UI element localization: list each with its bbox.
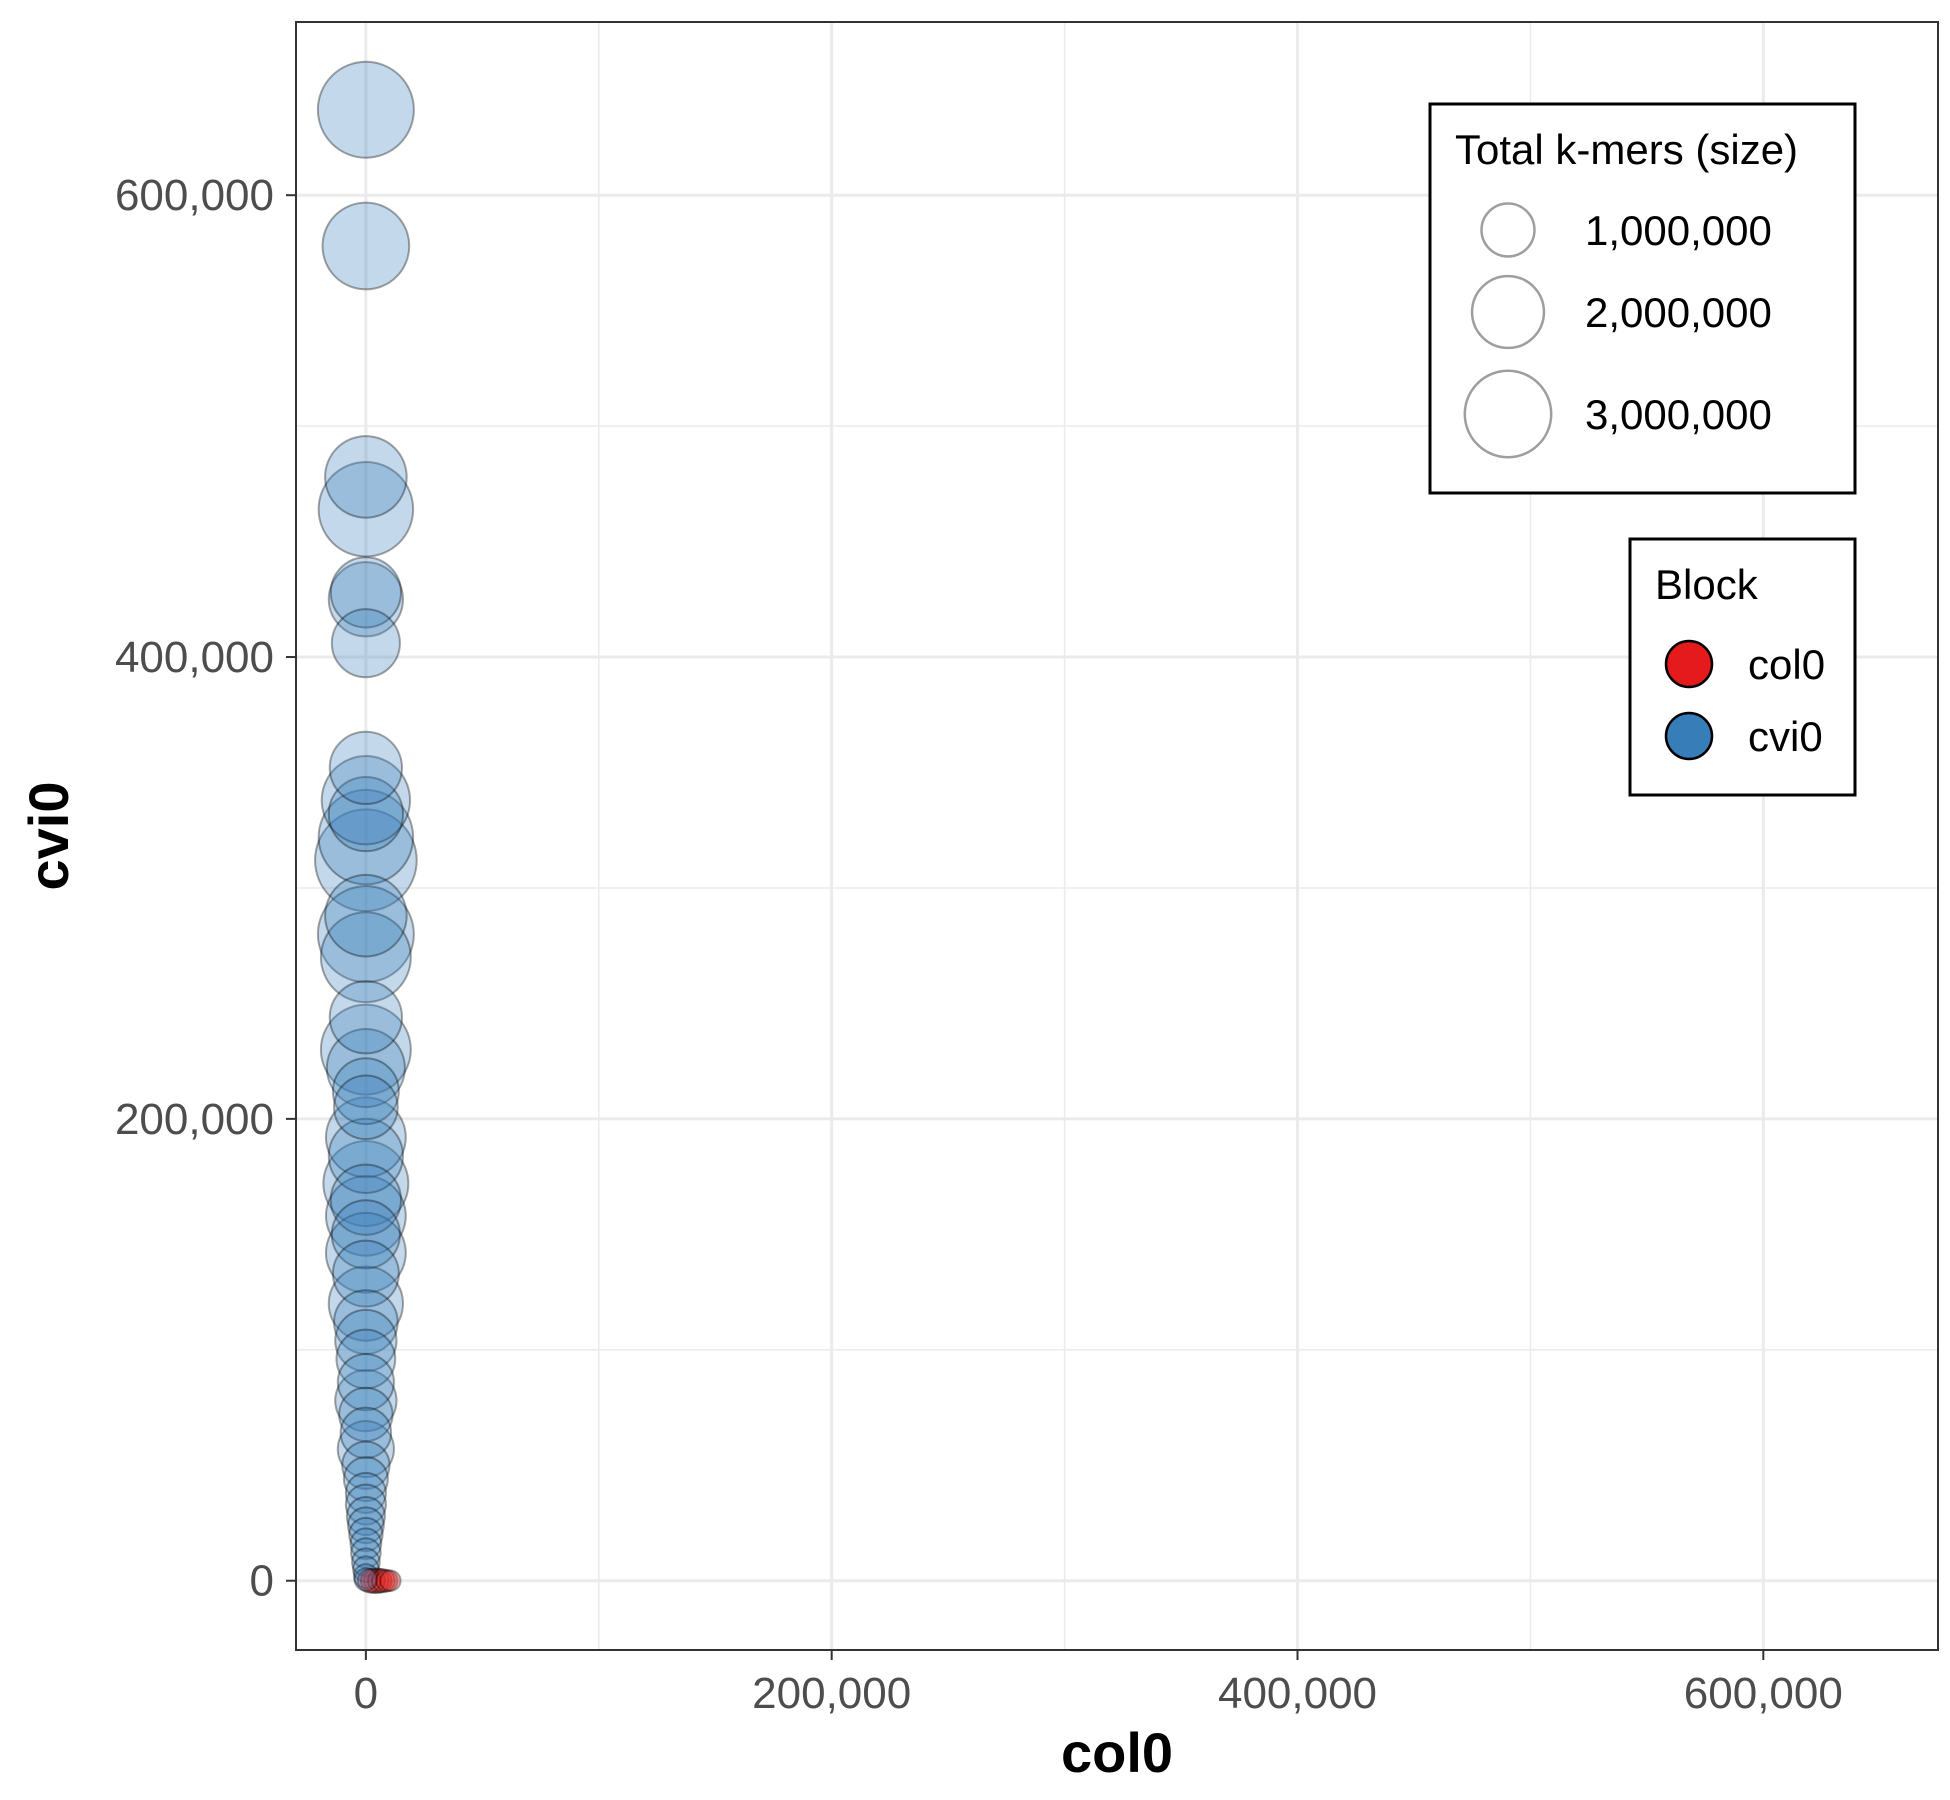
size-legend-box <box>1428 102 1857 495</box>
color-legend-key-cvi0 <box>1664 711 1714 761</box>
point-cvi0 <box>324 873 408 958</box>
y-tick-label: 200,000 <box>115 1095 274 1144</box>
point-cvi0 <box>327 775 404 853</box>
x-tick-label: 0 <box>354 1669 378 1718</box>
color-legend-key-col0 <box>1664 639 1714 689</box>
point-cvi0 <box>336 1353 395 1412</box>
point-cvi0 <box>345 1496 386 1537</box>
point-cvi0 <box>314 808 418 913</box>
point-col0 <box>367 1567 393 1594</box>
color-legend-label: col0 <box>1748 641 1825 688</box>
point-cvi0 <box>339 1406 393 1460</box>
point-cvi0 <box>344 1483 387 1526</box>
point-cvi0 <box>350 1537 382 1569</box>
point-cvi0 <box>330 608 401 679</box>
point-cvi0 <box>316 885 415 984</box>
point-cvi0 <box>341 1440 391 1490</box>
point-cvi0 <box>353 1567 379 1592</box>
point-cvi0 <box>327 1265 404 1342</box>
point-cvi0 <box>324 1174 407 1257</box>
point-cvi0 <box>336 1419 395 1479</box>
size-legend-title: Total k-mers (size) <box>1455 126 1798 173</box>
point-cvi0 <box>348 1516 384 1553</box>
point-cvi0 <box>327 1117 404 1194</box>
point-cvi0 <box>344 1471 387 1515</box>
point-cvi0 <box>324 1211 407 1294</box>
point-cvi0 <box>338 1386 394 1443</box>
point-col0 <box>359 1567 386 1594</box>
axes: 0 200,000 400,000 600,000 0 200,000 400,000 600… <box>115 171 1843 1718</box>
point-cvi0 <box>325 1028 406 1109</box>
point-cvi0 <box>331 1057 400 1126</box>
y-axis-title: cvi0 <box>17 782 80 891</box>
color-legend: Block col0 cvi0 <box>1628 537 1857 797</box>
color-legend-title: Block <box>1655 561 1759 608</box>
point-cvi0 <box>334 1368 398 1433</box>
point-cvi0 <box>329 556 402 629</box>
point-cvi0 <box>352 1555 380 1583</box>
point-cvi0 <box>342 1456 389 1503</box>
x-tick-label: 400,000 <box>1218 1669 1377 1718</box>
point-cvi0 <box>331 1239 400 1308</box>
point-cvi0 <box>321 201 411 291</box>
point-cvi0 <box>352 1563 379 1590</box>
point-col0 <box>370 1568 396 1594</box>
size-legend-key <box>1463 369 1553 459</box>
size-legend-label: 2,000,000 <box>1585 289 1772 336</box>
point-cvi0 <box>334 1308 398 1373</box>
size-legend-label: 3,000,000 <box>1585 391 1772 438</box>
point-col0 <box>356 1568 382 1594</box>
x-tick-label: 600,000 <box>1684 1669 1843 1718</box>
x-tick-label: 200,000 <box>752 1669 911 1718</box>
point-cvi0 <box>324 1096 407 1179</box>
point-cvi0 <box>317 460 415 558</box>
point-cvi0 <box>316 60 415 159</box>
point-cvi0 <box>320 755 412 846</box>
point-cvi0 <box>330 1199 401 1270</box>
size-legend: Total k-mers (size) 1,000,000 2,000,000 3,… <box>1428 102 1857 495</box>
point-cvi0 <box>327 561 404 638</box>
point-col0 <box>379 1569 402 1592</box>
grid-lines <box>296 22 1938 1650</box>
y-tick-label: 0 <box>250 1557 274 1606</box>
point-cvi0 <box>333 1289 399 1355</box>
size-legend-key <box>1480 202 1536 258</box>
point-cvi0 <box>349 1527 383 1561</box>
point-cvi0 <box>317 788 415 886</box>
point-cvi0 <box>324 435 408 519</box>
panel-border <box>295 21 1939 1651</box>
point-cvi0 <box>346 1506 385 1545</box>
point-col0 <box>362 1567 390 1595</box>
size-legend-key <box>1470 274 1546 350</box>
x-axis-title: col0 <box>1061 1721 1173 1784</box>
data-points <box>314 60 418 1595</box>
point-cvi0 <box>328 980 404 1055</box>
point-cvi0 <box>335 1328 397 1390</box>
color-legend-label: cvi0 <box>1748 713 1823 760</box>
y-tick-label: 400,000 <box>115 633 274 682</box>
point-cvi0 <box>351 1547 381 1578</box>
point-cvi0 <box>333 1074 399 1141</box>
color-legend-items: col0 cvi0 <box>1664 639 1825 761</box>
size-legend-label: 1,000,000 <box>1585 207 1772 254</box>
point-cvi0 <box>328 730 404 806</box>
y-tick-label: 600,000 <box>115 171 274 220</box>
size-legend-items: 1,000,000 2,000,000 3,000,000 <box>1463 202 1772 459</box>
point-col0 <box>375 1569 399 1593</box>
point-cvi0 <box>329 1163 402 1236</box>
point-cvi0 <box>319 911 412 1004</box>
point-cvi0 <box>322 1140 410 1228</box>
point-cvi0 <box>319 1003 412 1096</box>
